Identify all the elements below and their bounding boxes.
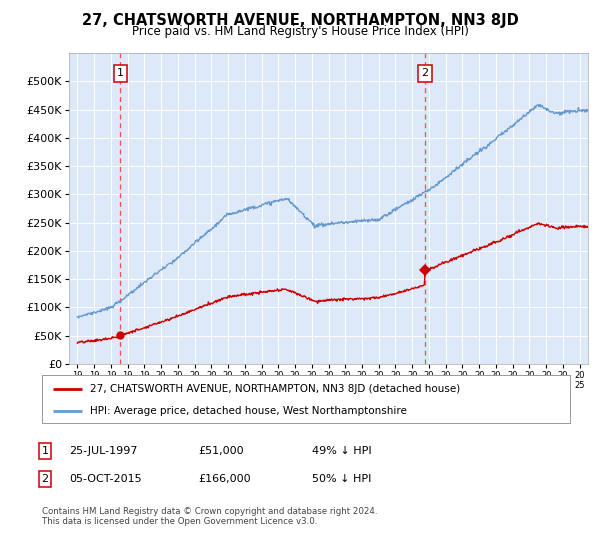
Text: 1: 1 bbox=[41, 446, 49, 456]
Text: 27, CHATSWORTH AVENUE, NORTHAMPTON, NN3 8JD (detached house): 27, CHATSWORTH AVENUE, NORTHAMPTON, NN3 … bbox=[89, 384, 460, 394]
Text: 25-JUL-1997: 25-JUL-1997 bbox=[69, 446, 137, 456]
Text: 2: 2 bbox=[421, 68, 428, 78]
Text: Price paid vs. HM Land Registry's House Price Index (HPI): Price paid vs. HM Land Registry's House … bbox=[131, 25, 469, 38]
Text: 2: 2 bbox=[41, 474, 49, 484]
Text: 27, CHATSWORTH AVENUE, NORTHAMPTON, NN3 8JD: 27, CHATSWORTH AVENUE, NORTHAMPTON, NN3 … bbox=[82, 13, 518, 28]
Text: Contains HM Land Registry data © Crown copyright and database right 2024.
This d: Contains HM Land Registry data © Crown c… bbox=[42, 507, 377, 526]
Text: 49% ↓ HPI: 49% ↓ HPI bbox=[312, 446, 371, 456]
Text: 1: 1 bbox=[117, 68, 124, 78]
Text: £166,000: £166,000 bbox=[198, 474, 251, 484]
Text: £51,000: £51,000 bbox=[198, 446, 244, 456]
Text: 50% ↓ HPI: 50% ↓ HPI bbox=[312, 474, 371, 484]
Text: HPI: Average price, detached house, West Northamptonshire: HPI: Average price, detached house, West… bbox=[89, 406, 406, 416]
Text: 05-OCT-2015: 05-OCT-2015 bbox=[69, 474, 142, 484]
